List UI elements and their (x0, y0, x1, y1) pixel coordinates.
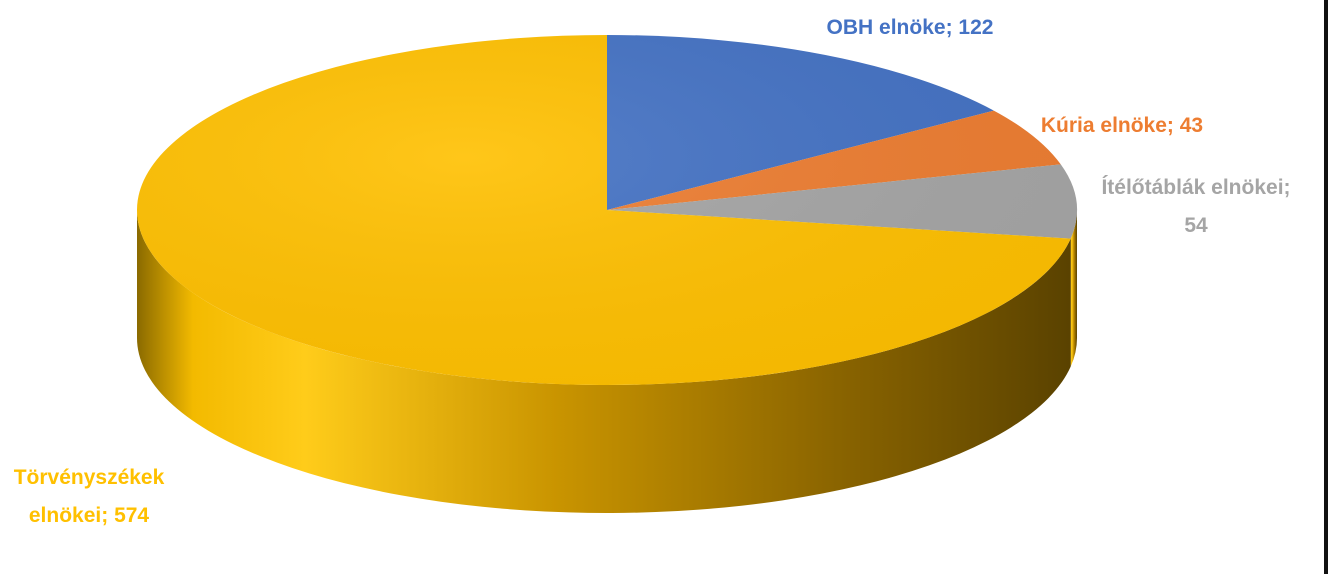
pie-top-layer (137, 35, 1077, 386)
data-label-line: 54 (1184, 214, 1208, 237)
pie-top-shine (137, 35, 1077, 385)
data-label-line: OBH elnöke; 122 (827, 16, 994, 39)
data-label-kuria-elnoke: Kúria elnöke; 43 (1041, 114, 1203, 137)
data-label-line: elnökei; 574 (29, 504, 150, 527)
pie-side-torvenyszekek-elnokei (137, 210, 1071, 513)
pie-side-itelotablak-elnokei (1070, 210, 1077, 367)
data-label-line: Kúria elnöke; 43 (1041, 114, 1203, 137)
data-label-itelotablak-elnokei: Ítélőtáblák elnökei; 54 (1101, 176, 1290, 237)
pie-side-layer (137, 210, 1077, 513)
pie-label-layer: OBH elnöke; 122 Kúria elnöke; 43 Ítélőtábl… (14, 16, 1291, 527)
data-label-torvenyszekek-elnokei: Törvényszékek elnökei; 574 (14, 466, 165, 527)
data-label-line: Ítélőtáblák elnökei; (1101, 176, 1290, 199)
data-label-obh-elnoke: OBH elnöke; 122 (827, 16, 994, 39)
data-label-line: Törvényszékek (14, 466, 165, 489)
